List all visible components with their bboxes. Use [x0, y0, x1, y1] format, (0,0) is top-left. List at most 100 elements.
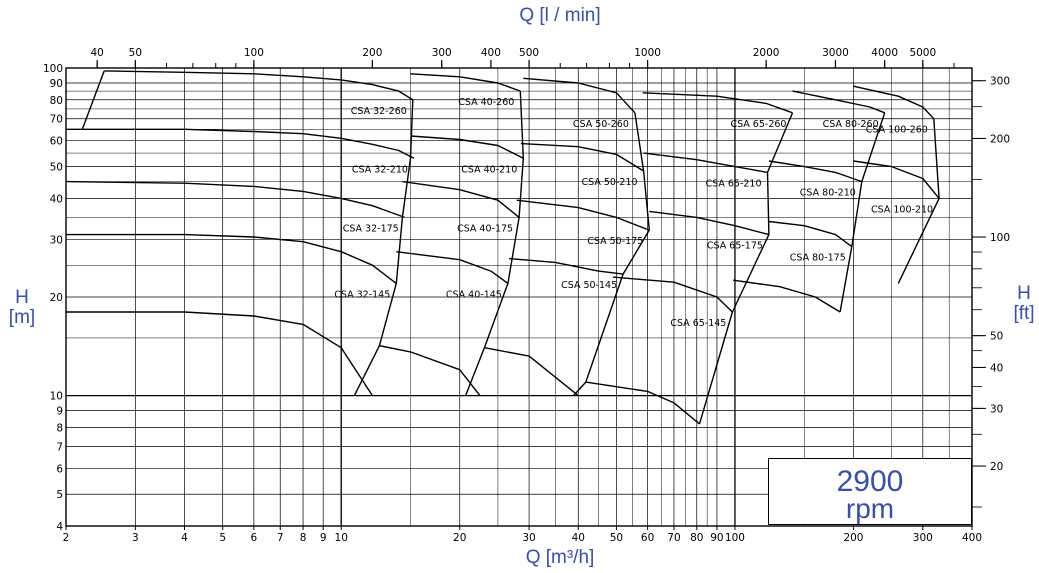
- series-line: [520, 142, 644, 172]
- y-right-tick-label: 300: [990, 76, 1010, 88]
- y-axis-right-title: H [ft]: [1013, 283, 1035, 324]
- series-label: CSA 100-210: [871, 204, 933, 215]
- series-line: [642, 92, 793, 114]
- series-line: [612, 276, 733, 313]
- series-label: CSA 32-145: [334, 289, 390, 300]
- y-tick-label: 6: [56, 463, 63, 475]
- y-axis-left-title: H [m]: [8, 287, 36, 328]
- x-top-tick-label: 4000: [871, 47, 898, 59]
- x-tick-label: 8: [300, 532, 307, 544]
- series-label: CSA 32-210: [352, 164, 408, 175]
- x-axis-bottom: 2 3 4 5 6 7 8 9 10 20 30 40 50 60 70 80 90 100 200 300 400: [63, 526, 982, 544]
- x-axis-top: 40 50 100 200 300 400 500 1000 2000 3000 4000 5000: [90, 47, 955, 68]
- x-top-tick-label: 400: [481, 47, 501, 59]
- x-tick-label: 6: [251, 532, 258, 544]
- y-tick-label: 100: [43, 63, 63, 75]
- y-tick-label: 8: [56, 422, 63, 434]
- x-tick-label: 4: [181, 532, 188, 544]
- y-right-tick-label: 40: [990, 362, 1003, 374]
- x-axis-top-title: Q [l / min]: [519, 5, 601, 26]
- x-top-tick-label: 100: [244, 47, 264, 59]
- series-line: [733, 279, 841, 313]
- operating-boundary: [81, 70, 105, 130]
- x-top-tick-label: 40: [90, 47, 103, 59]
- speed-unit: rpm: [845, 493, 895, 524]
- y-axis-right: 20 30 40 50 100 200 300: [972, 76, 1010, 508]
- series-line: [523, 77, 636, 114]
- series-line: [379, 345, 481, 397]
- x-tick-label: 100: [725, 532, 745, 544]
- series-label: CSA 40-175: [457, 223, 513, 234]
- x-top-tick-label: 2000: [753, 47, 780, 59]
- series-label: CSA 50-210: [582, 177, 638, 188]
- x-tick-label: 7: [277, 532, 284, 544]
- series-line: [484, 347, 579, 397]
- x-axis-bottom-title: Q [m³/h]: [525, 547, 595, 568]
- x-top-tick-label: 200: [362, 47, 382, 59]
- series-label: CSA 80-175: [790, 253, 846, 264]
- operating-boundary: [839, 112, 886, 313]
- series-line: [410, 135, 524, 159]
- series-line: [402, 180, 520, 218]
- series-line: [396, 251, 509, 284]
- y-right-tick-label: 100: [990, 232, 1010, 244]
- x-tick-label: 400: [962, 532, 982, 544]
- series-line: [853, 160, 940, 199]
- x-top-tick-label: 500: [519, 47, 539, 59]
- y-tick-label: 60: [50, 136, 63, 148]
- series-line: [768, 160, 863, 183]
- series-label: CSA 80-260: [823, 119, 879, 130]
- x-tick-label: 200: [843, 532, 863, 544]
- x-tick-label: 30: [522, 532, 535, 544]
- series-line: [792, 90, 885, 114]
- grid-major: [66, 68, 972, 526]
- series-line: [410, 73, 521, 92]
- series-line: [649, 210, 770, 236]
- y-tick-label: 90: [50, 78, 63, 90]
- series-label: CSA 65-260: [730, 119, 786, 130]
- series-label: CSA 65-210: [706, 178, 762, 189]
- x-tick-label: 90: [710, 532, 723, 544]
- operating-boundary: [353, 99, 414, 396]
- y-tick-label: 7: [56, 441, 63, 453]
- plot-frame: [65, 67, 973, 527]
- x-tick-label: 80: [690, 532, 703, 544]
- y-axis-left: 4 5 6 7 8 9 10 20 30 40 50 60 70 80 90 100: [43, 63, 63, 533]
- series-label: CSA 65-145: [670, 318, 726, 329]
- y-tick-label: 9: [56, 406, 63, 418]
- x-tick-label: 40: [572, 532, 585, 544]
- speed-value: 2900: [836, 465, 904, 498]
- series-labels: CSA 32-260 CSA 32-210 CSA 32-175 CSA 32-145…: [334, 97, 933, 329]
- y-right-tick-label: 200: [990, 133, 1010, 145]
- x-top-tick-label: 300: [432, 47, 452, 59]
- series-label: CSA 40-260: [458, 97, 514, 108]
- y-right-tick-label: 20: [990, 461, 1003, 473]
- x-tick-label: 70: [667, 532, 680, 544]
- series-label: CSA 40-210: [461, 164, 517, 175]
- y-tick-label: 10: [50, 391, 63, 403]
- series-label: CSA 100-260: [866, 125, 928, 136]
- series-line: [643, 152, 768, 174]
- y-right-tick-label: 30: [990, 403, 1003, 415]
- series-label: CSA 65-175: [707, 241, 763, 252]
- x-top-tick-label: 50: [129, 47, 142, 59]
- x-tick-label: 10: [335, 532, 348, 544]
- series-line: [768, 220, 853, 248]
- y-tick-label: 30: [50, 234, 63, 246]
- series-line: [516, 199, 650, 231]
- series-line: [65, 180, 405, 219]
- x-top-tick-label: 1000: [634, 47, 661, 59]
- series-line: [66, 128, 415, 159]
- x-tick-label: 60: [641, 532, 654, 544]
- operating-boundary: [572, 112, 650, 397]
- series-label: CSA 80-210: [800, 188, 856, 199]
- y-tick-label: 40: [50, 193, 63, 205]
- x-tick-label: 50: [610, 532, 623, 544]
- y-right-tick-label: 50: [990, 331, 1003, 343]
- series-label: CSA 32-260: [351, 106, 407, 117]
- x-tick-label: 9: [320, 532, 327, 544]
- series-line: [104, 70, 414, 101]
- y-tick-label: 80: [50, 95, 63, 107]
- speed-annotation-box: 2900 rpm: [768, 458, 972, 525]
- series-line: [853, 85, 935, 120]
